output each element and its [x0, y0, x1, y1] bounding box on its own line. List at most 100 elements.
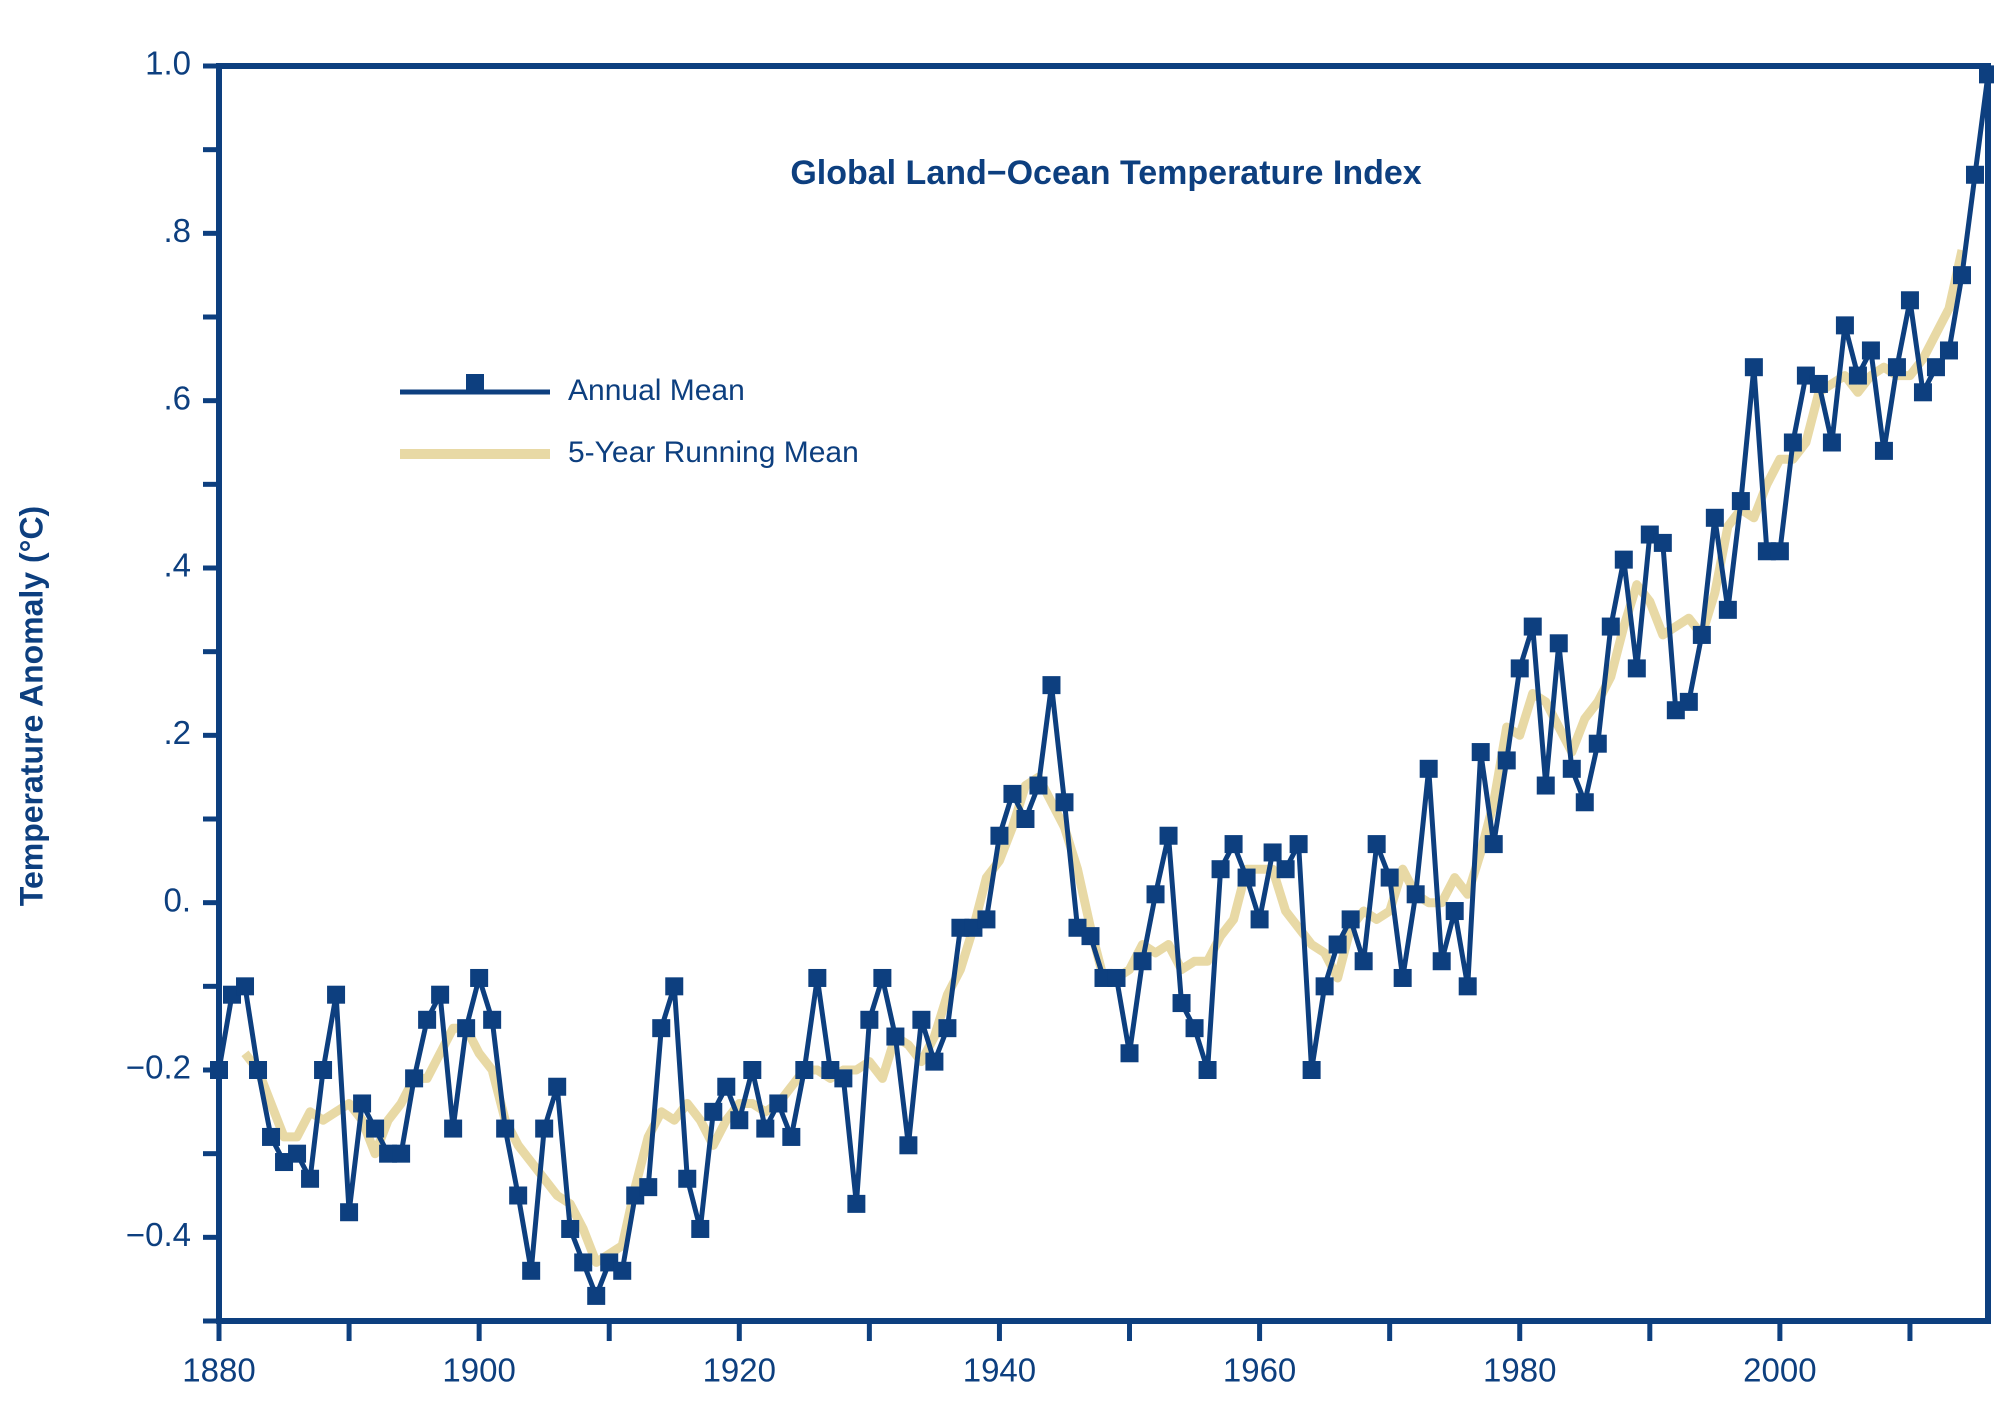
marker — [1809, 374, 1828, 393]
marker — [834, 1069, 853, 1088]
marker — [1588, 734, 1607, 753]
marker — [704, 1102, 723, 1121]
x-tick-label: 1880 — [182, 1352, 255, 1389]
marker — [1536, 776, 1555, 795]
marker — [1627, 659, 1646, 678]
marker — [418, 1010, 437, 1029]
annual-mean-line — [216, 74, 1991, 1299]
marker — [301, 1169, 320, 1188]
marker — [1289, 835, 1308, 854]
y-tick-label: .8 — [163, 212, 191, 249]
y-axis-label: Temperature Anomaly (°C) — [13, 506, 49, 906]
marker — [1055, 793, 1074, 812]
marker — [1484, 835, 1503, 854]
y-tick-label: .2 — [163, 714, 191, 751]
marker — [262, 1127, 281, 1146]
marker — [314, 1061, 333, 1079]
marker — [847, 1194, 866, 1213]
x-tick-label: 1960 — [1223, 1352, 1296, 1389]
marker — [678, 1169, 697, 1188]
y-tick-label: −0.4 — [126, 1216, 191, 1253]
marker — [1744, 358, 1763, 377]
marker — [1614, 550, 1633, 569]
marker — [1653, 533, 1672, 552]
marker — [1380, 868, 1399, 887]
x-tick-label: 1940 — [963, 1352, 1036, 1389]
marker — [1731, 492, 1750, 511]
marker — [1198, 1061, 1217, 1079]
legend-label: 5-Year Running Mean — [568, 436, 859, 469]
marker — [509, 1186, 528, 1205]
marker — [808, 968, 827, 987]
legend-marker — [466, 374, 484, 392]
marker — [1900, 291, 1919, 310]
marker — [1679, 692, 1698, 711]
marker — [1406, 885, 1425, 904]
marker — [1133, 952, 1152, 971]
marker — [977, 910, 996, 929]
marker — [1835, 316, 1854, 335]
marker — [873, 968, 892, 987]
marker — [496, 1119, 515, 1138]
y-tick-label: .4 — [163, 547, 191, 584]
marker — [1224, 835, 1243, 854]
marker — [1497, 751, 1516, 770]
marker — [1341, 910, 1360, 929]
marker — [392, 1144, 411, 1163]
legend-label: Annual Mean — [568, 374, 745, 407]
marker — [717, 1077, 736, 1096]
marker — [1172, 994, 1191, 1013]
marker — [1107, 968, 1126, 987]
marker — [1575, 793, 1594, 812]
marker — [639, 1178, 658, 1197]
marker — [1926, 358, 1945, 377]
marker — [1458, 977, 1477, 996]
marker — [522, 1261, 541, 1280]
marker — [899, 1136, 918, 1155]
marker — [1939, 341, 1958, 360]
marker — [327, 985, 346, 1004]
marker — [1965, 165, 1984, 184]
marker — [1393, 968, 1412, 987]
x-tick-label: 1980 — [1483, 1352, 1556, 1389]
marker — [574, 1253, 593, 1272]
marker — [743, 1061, 762, 1079]
marker — [1445, 902, 1464, 921]
marker — [1185, 1019, 1204, 1038]
x-tick-label: 1900 — [442, 1352, 515, 1389]
marker — [925, 1052, 944, 1071]
marker — [1237, 868, 1256, 887]
marker — [1549, 634, 1568, 653]
marker — [340, 1203, 359, 1222]
marker — [756, 1119, 775, 1138]
marker — [1822, 433, 1841, 452]
marker — [860, 1010, 879, 1029]
marker — [288, 1144, 307, 1163]
marker — [730, 1111, 749, 1130]
marker — [1354, 952, 1373, 971]
marker — [1328, 935, 1347, 954]
marker — [444, 1119, 463, 1138]
marker — [1887, 358, 1906, 377]
marker — [1523, 617, 1542, 636]
marker — [1211, 860, 1230, 879]
marker — [1874, 441, 1893, 460]
marker — [691, 1219, 710, 1238]
marker — [249, 1061, 268, 1079]
marker — [457, 1019, 476, 1038]
marker — [1003, 784, 1022, 803]
marker — [1692, 625, 1711, 644]
marker — [652, 1019, 671, 1038]
marker — [1952, 266, 1971, 285]
marker — [366, 1119, 385, 1138]
marker — [1562, 759, 1581, 778]
marker — [795, 1061, 814, 1079]
marker — [470, 968, 489, 987]
marker — [1432, 952, 1451, 971]
marker — [1016, 810, 1035, 828]
marker — [1861, 341, 1880, 360]
marker — [561, 1219, 580, 1238]
marker — [1783, 433, 1802, 452]
